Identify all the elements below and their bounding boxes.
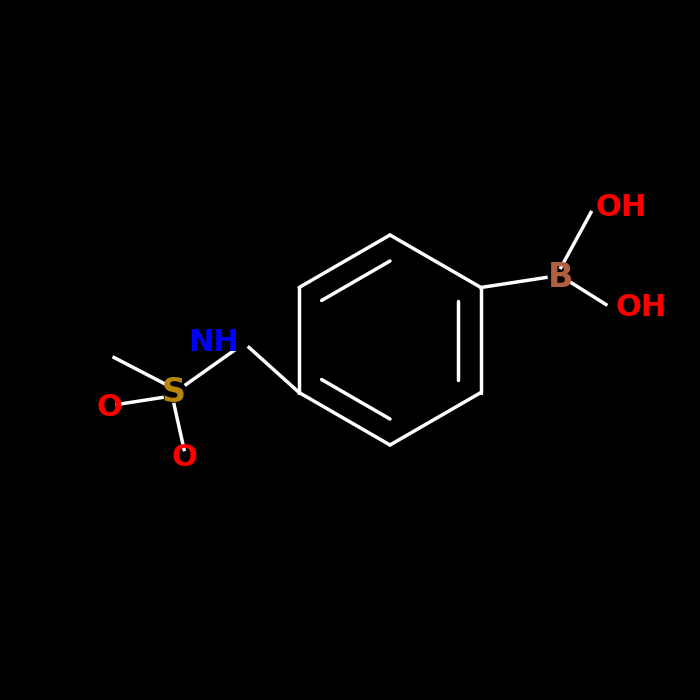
Text: O: O: [171, 443, 197, 472]
Text: NH: NH: [188, 328, 239, 357]
Text: OH: OH: [596, 193, 648, 222]
Text: OH: OH: [616, 293, 667, 322]
Text: S: S: [162, 376, 186, 409]
Text: B: B: [548, 261, 574, 294]
Text: O: O: [96, 393, 122, 422]
